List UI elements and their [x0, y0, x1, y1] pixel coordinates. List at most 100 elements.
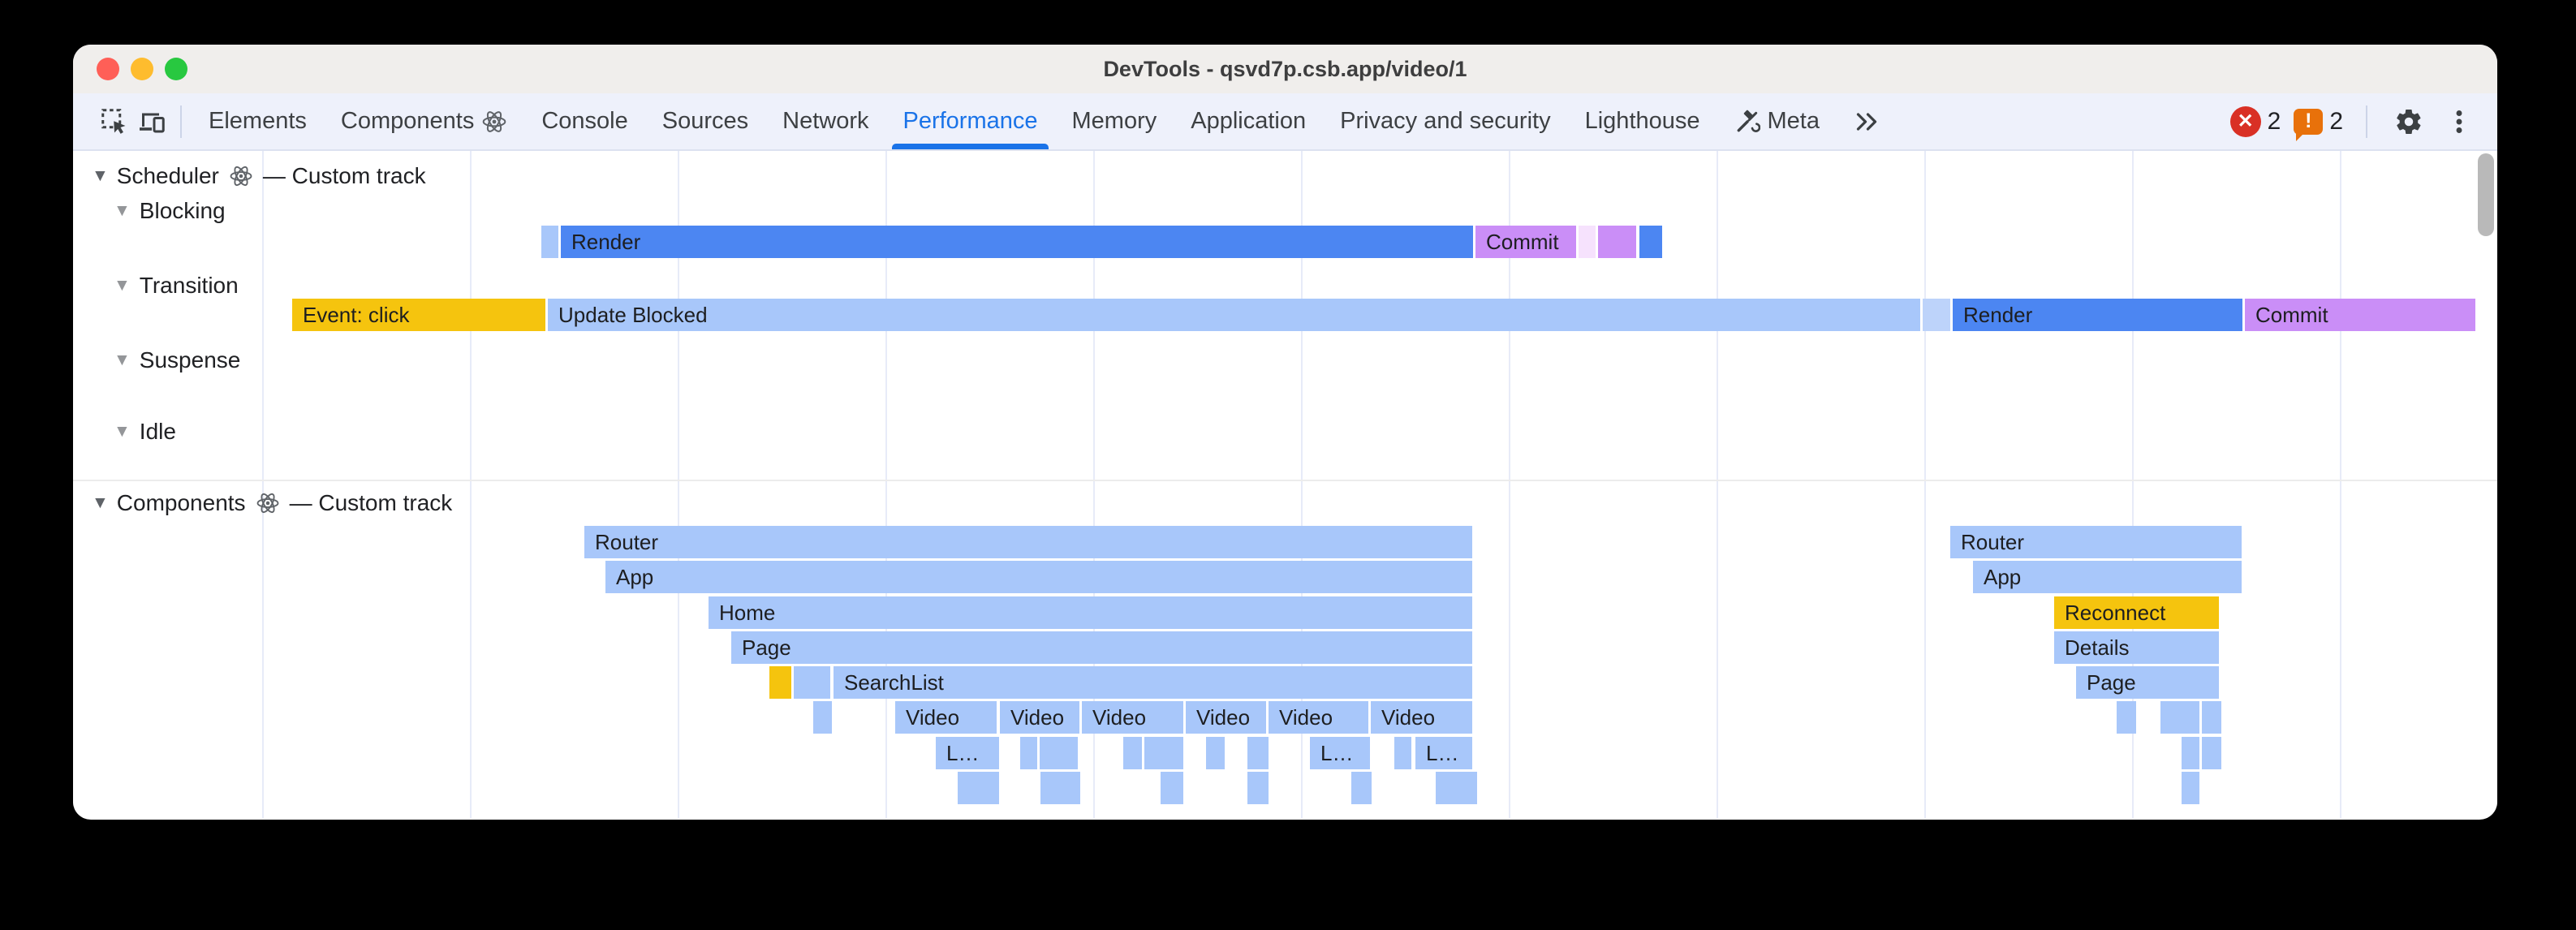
flame-bar-video[interactable]: Video [1000, 701, 1079, 734]
flame-bar-commit[interactable]: Commit [1475, 226, 1576, 258]
flame-bar-app[interactable]: App [1973, 561, 2242, 593]
tab-performance[interactable]: Performance [885, 93, 1054, 149]
flame-bar[interactable] [1923, 299, 1950, 331]
flame-bar[interactable] [813, 701, 832, 734]
flame-bar-l[interactable]: L… [1415, 737, 1472, 769]
flame-bar-commit[interactable]: Commit [2245, 299, 2475, 331]
gridline [1301, 151, 1303, 818]
settings-icon[interactable] [2390, 103, 2427, 140]
performance-panel: ▼ Scheduler — Custom track ▼ Blocking ▼ Trans… [73, 151, 2497, 818]
flame-bar-router[interactable]: Router [584, 526, 1472, 558]
lane-label-text: Transition [139, 273, 239, 298]
tab-elements[interactable]: Elements [192, 93, 324, 149]
inspect-icon[interactable] [96, 103, 133, 140]
flame-bar[interactable] [1394, 737, 1411, 769]
flame-bar[interactable] [1598, 226, 1636, 258]
minimize-button[interactable] [131, 58, 153, 80]
flame-bar[interactable] [1351, 772, 1372, 804]
flame-bar[interactable] [2117, 701, 2136, 734]
tab-label: Performance [902, 108, 1038, 134]
tab-components[interactable]: Components [324, 93, 524, 149]
flame-bar-update-blocked[interactable]: Update Blocked [548, 299, 1920, 331]
flame-bar[interactable] [1206, 737, 1225, 769]
tab-lighthouse[interactable]: Lighthouse [1568, 93, 1717, 149]
flame-bar[interactable] [2160, 701, 2199, 734]
flame-bar-video[interactable]: Video [1186, 701, 1266, 734]
tab-label: Elements [209, 108, 307, 134]
lane-suspense[interactable]: ▼ Suspense [114, 347, 240, 373]
flame-bar[interactable] [769, 666, 791, 699]
flame-bar-video[interactable]: Video [1371, 701, 1472, 734]
more-options-icon[interactable] [2440, 103, 2478, 140]
track-name: Scheduler [116, 163, 219, 188]
tab-application[interactable]: Application [1174, 93, 1323, 149]
collapse-triangle-icon: ▼ [114, 276, 131, 295]
flame-bar-details[interactable]: Details [2054, 631, 2219, 664]
flame-bar-router[interactable]: Router [1950, 526, 2242, 558]
flame-bar-home[interactable]: Home [709, 596, 1472, 629]
flame-bar-video[interactable]: Video [1082, 701, 1183, 734]
atom-icon [482, 110, 506, 132]
flame-bar-l[interactable]: L… [1310, 737, 1370, 769]
lane-idle[interactable]: ▼ Idle [114, 419, 176, 445]
tab-console[interactable]: Console [524, 93, 644, 149]
tab-memory[interactable]: Memory [1055, 93, 1174, 149]
flame-bar[interactable] [958, 772, 999, 804]
close-button[interactable] [97, 58, 119, 80]
flame-bar[interactable] [2182, 737, 2199, 769]
vertical-scrollbar[interactable] [2478, 153, 2494, 236]
tabbar-right-cluster: ✕ 2 ! 2 [2229, 103, 2478, 141]
atom-icon [256, 493, 278, 514]
flame-bar[interactable] [541, 226, 558, 258]
zoom-button[interactable] [165, 58, 187, 80]
tab-label: Network [782, 108, 869, 134]
collapse-triangle-icon: ▼ [92, 493, 109, 512]
flame-bar[interactable] [1040, 737, 1078, 769]
flame-bar-reconnect[interactable]: Reconnect [2054, 596, 2219, 629]
error-badge[interactable]: ✕ 2 [2229, 105, 2281, 137]
device-toolbar-icon[interactable] [133, 103, 170, 140]
flame-bar[interactable] [1123, 737, 1142, 769]
gridline [470, 151, 472, 818]
lane-transition[interactable]: ▼ Transition [114, 273, 239, 299]
flame-bar[interactable] [2182, 772, 2199, 804]
flame-bar-app[interactable]: App [605, 561, 1472, 593]
flame-bar-page[interactable]: Page [2076, 666, 2219, 699]
flame-bar[interactable] [1247, 772, 1269, 804]
track-header-components[interactable]: ▼ Components — Custom track [92, 490, 452, 516]
flame-bar-render[interactable]: Render [1953, 299, 2242, 331]
window-title: DevTools - qsvd7p.csb.app/video/1 [1103, 56, 1467, 81]
flame-bar-render[interactable]: Render [561, 226, 1473, 258]
tab-sources[interactable]: Sources [645, 93, 765, 149]
flame-bar[interactable] [1040, 772, 1080, 804]
warning-badge[interactable]: ! 2 [2294, 108, 2343, 141]
flame-bar[interactable] [794, 666, 830, 699]
flame-bar[interactable] [1436, 772, 1477, 804]
tab-privacy-and-security[interactable]: Privacy and security [1323, 93, 1568, 149]
track-name: Components [116, 490, 246, 515]
titlebar: DevTools - qsvd7p.csb.app/video/1 [73, 45, 2497, 93]
flame-bar-searchlist[interactable]: SearchList [834, 666, 1472, 699]
track-header-scheduler[interactable]: ▼ Scheduler — Custom track [92, 163, 426, 189]
flame-bar[interactable] [1161, 772, 1183, 804]
flame-bar[interactable] [1144, 737, 1183, 769]
flame-bar-l[interactable]: L… [936, 737, 999, 769]
track-divider [73, 480, 2497, 481]
flame-bar[interactable] [1579, 226, 1596, 258]
tab-network[interactable]: Network [765, 93, 885, 149]
flame-bar[interactable] [1639, 226, 1662, 258]
track-suffix: — Custom track [262, 163, 426, 188]
flame-bar[interactable] [2202, 737, 2221, 769]
flame-bar-page[interactable]: Page [731, 631, 1472, 664]
track-suffix: — Custom track [289, 490, 453, 515]
more-tabs-icon[interactable] [1848, 103, 1885, 140]
tab-meta[interactable]: Meta [1717, 93, 1837, 149]
flame-bar-video[interactable]: Video [1269, 701, 1368, 734]
lane-blocking[interactable]: ▼ Blocking [114, 198, 226, 224]
flame-bar[interactable] [1247, 737, 1269, 769]
flame-bar-video[interactable]: Video [895, 701, 997, 734]
gridline [2340, 151, 2341, 818]
flame-bar[interactable] [2202, 701, 2221, 734]
flame-bar[interactable] [1020, 737, 1037, 769]
flame-bar-event-click[interactable]: Event: click [292, 299, 545, 331]
